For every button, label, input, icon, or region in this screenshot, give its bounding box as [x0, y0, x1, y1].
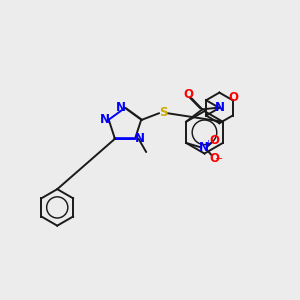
Text: N: N: [134, 132, 144, 145]
Text: −: −: [215, 154, 223, 164]
Text: N: N: [215, 101, 225, 114]
Text: O: O: [210, 134, 220, 147]
Text: N: N: [199, 141, 209, 154]
Text: O: O: [229, 92, 238, 104]
Text: N: N: [100, 113, 110, 126]
Text: +: +: [205, 139, 211, 148]
Text: N: N: [116, 100, 126, 113]
Text: S: S: [159, 106, 167, 118]
Text: O: O: [183, 88, 193, 101]
Text: O: O: [210, 152, 220, 165]
